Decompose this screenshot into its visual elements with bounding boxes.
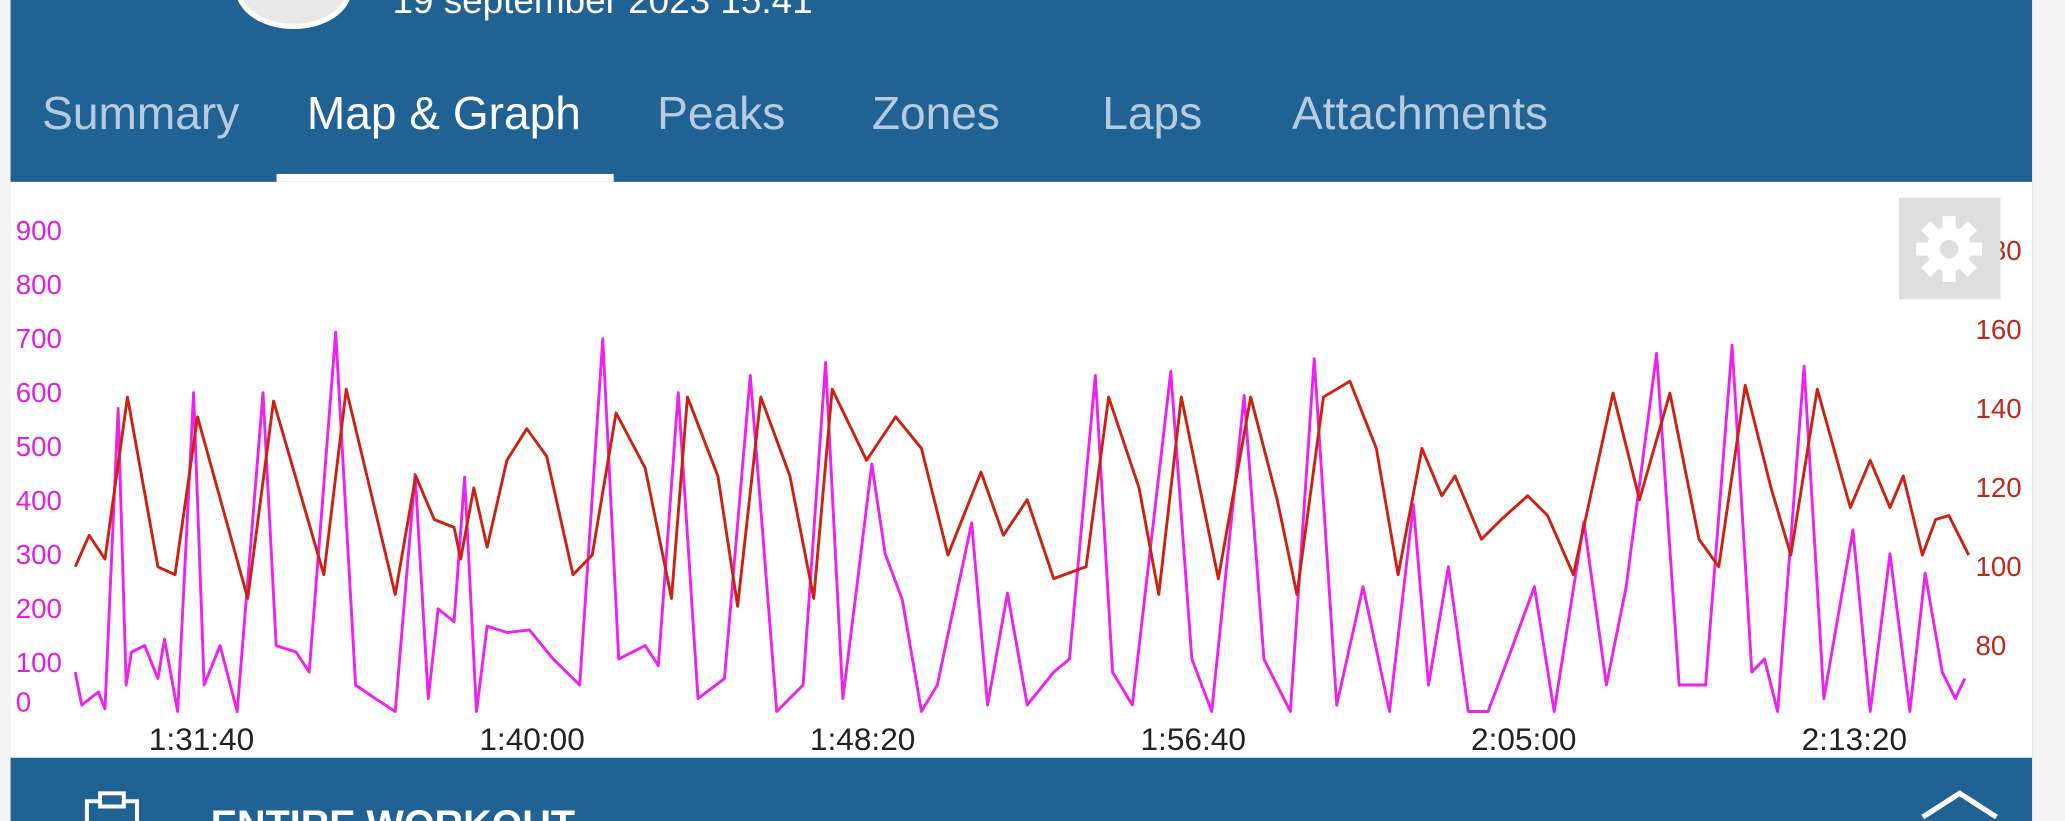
chart-area <box>10 181 2033 758</box>
tab-bar: Summary Map & Graph Peaks Zones Laps Attachme… <box>42 87 1548 139</box>
y-tick-label: 500 <box>16 431 62 462</box>
tab[interactable]: Attachments <box>1292 87 1548 139</box>
y2-tick-label: 160 <box>1975 314 2021 345</box>
x-tick-label: 1:40:00 <box>479 721 584 757</box>
x-tick-label: 1:48:20 <box>810 721 915 757</box>
x-tick-label: 1:56:40 <box>1140 721 1245 757</box>
y2-tick-label: 120 <box>1975 472 2021 503</box>
x-tick-label: 2:05:00 <box>1471 721 1576 757</box>
clipboard-clip <box>98 791 126 809</box>
x-tick-label: 2:13:20 <box>1802 721 1907 757</box>
plot: 0 100 200 300 400 500 600 700 800 900 80 100 120 140 1… <box>16 215 2022 757</box>
y-tick-label: 800 <box>16 269 62 300</box>
collapse-chevron[interactable] <box>1921 790 1998 820</box>
tab[interactable]: Summary <box>42 87 239 139</box>
y2-tick-label: 100 <box>1975 551 2021 582</box>
x-tick-label: 1:31:40 <box>149 721 254 757</box>
y2-tick-label: 80 <box>1975 630 2006 661</box>
settings-button[interactable] <box>1899 197 2001 300</box>
y-tick-label: 400 <box>16 485 62 516</box>
tab[interactable]: Laps <box>1102 87 1202 139</box>
y2-tick-label: 140 <box>1975 393 2021 424</box>
y-tick-label: 0 <box>16 687 31 718</box>
left-edge <box>0 0 11 821</box>
y-tick-label: 900 <box>16 215 62 246</box>
y-tick-label: 700 <box>16 323 62 354</box>
avatar[interactable] <box>237 0 350 29</box>
series-line <box>73 330 1967 713</box>
tab-indicator <box>276 173 614 182</box>
y-tick-label: 200 <box>16 593 62 624</box>
series-line <box>73 379 1971 608</box>
tab[interactable]: Map & Graph <box>307 87 581 139</box>
right-edge <box>2032 0 2065 821</box>
workout-date: 19 september 2023 15:41 <box>392 0 812 21</box>
gear-icon <box>1916 216 1983 283</box>
tab[interactable]: Zones <box>872 87 1000 139</box>
y-tick-label: 300 <box>16 539 62 570</box>
tab[interactable]: Peaks <box>657 87 785 139</box>
y-tick-label: 100 <box>16 647 62 678</box>
y-tick-label: 600 <box>16 377 62 408</box>
footer-title: ENTIRE WORKOUT <box>211 803 575 821</box>
footer-bar[interactable]: ENTIRE WORKOUT <box>84 790 1998 821</box>
